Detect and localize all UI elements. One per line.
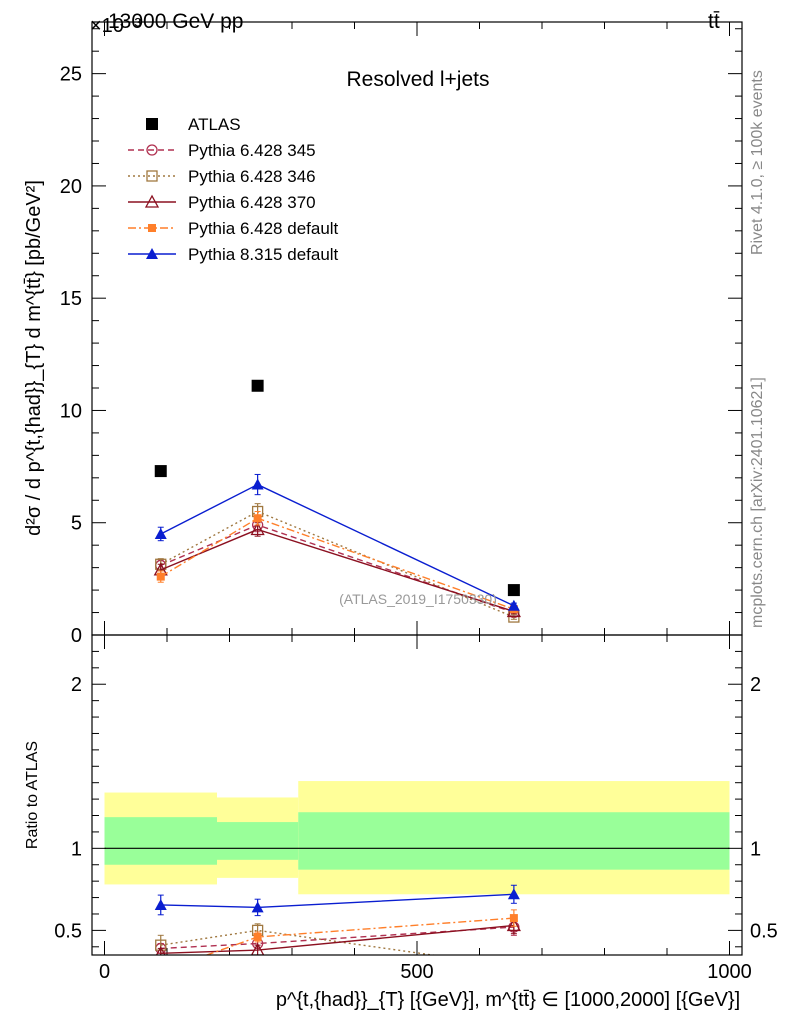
ratio-data-point (506, 918, 521, 932)
main-data-point (156, 572, 165, 581)
main-y-tick-label: 10 (60, 400, 82, 422)
legend-marker-2 (146, 170, 158, 182)
ratio-band-inner-1 (217, 822, 299, 860)
ratio-y-tick-label: 0.5 (54, 920, 82, 942)
main-data-point (154, 465, 167, 478)
ratio-series-line (160, 893, 514, 909)
main-y-axis-label: d²σ / d p^{t,{had}}_{T} d m^{tt̄} [pb/Ge… (23, 180, 45, 536)
main-data-point (154, 527, 167, 539)
ratio-data-point (154, 898, 167, 910)
main-y-tick-label: 25 (60, 64, 82, 86)
ratio-data-point (157, 967, 165, 975)
ratio-series-4 (154, 884, 520, 917)
ratio-data-point (507, 888, 520, 900)
legend-entry-2: Pythia 6.428 346 (188, 167, 316, 186)
ratio-y-tick-label-right: 0.5 (750, 920, 778, 942)
legend-marker-0 (146, 118, 158, 130)
ratio-series-group (154, 884, 521, 975)
ratio-uncertainty-bands (104, 781, 730, 895)
ratio-y-tick-label-right: 2 (750, 674, 761, 696)
ratio-data-point (509, 914, 518, 923)
ratio-series-line (204, 917, 514, 955)
legend-entry-4: Pythia 6.428 default (188, 219, 339, 238)
analysis-watermark: (ATLAS_2019_I1750330) (339, 591, 497, 607)
chart-marks (153, 379, 521, 975)
legend-marker-1 (146, 144, 158, 156)
ratio-series-0 (155, 918, 520, 955)
x-tick-label: 1000 (707, 961, 752, 983)
ratio-y-axis-label: Ratio to ATLAS (24, 741, 41, 849)
legend-entry-1: Pythia 6.428 345 (188, 141, 316, 160)
main-panel-frame (91, 21, 743, 636)
main-data-point (250, 522, 265, 536)
ratio-y-tick-label: 2 (71, 674, 82, 696)
main-series-line (160, 483, 515, 607)
main-data-point (253, 514, 262, 523)
ratio-panel-frame (91, 634, 743, 956)
legend: ATLAS Pythia 6.428 345 Pythia 6.428 346 Pyt… (128, 115, 339, 264)
main-y-tick-label: 5 (71, 513, 82, 535)
ratio-data-point (253, 932, 262, 941)
ratio-series-line (160, 926, 514, 950)
ratio-data-point (250, 942, 265, 955)
legend-marker-5 (146, 248, 158, 259)
header-right-title: tt̄ (708, 10, 720, 33)
ratio-data-point (155, 946, 166, 955)
ratio-y-tick-label-right: 1 (750, 838, 761, 860)
y-axis-exponent: ×10⁻³ (90, 15, 141, 37)
x-tick-label: 500 (400, 961, 433, 983)
ratio-series-line (160, 929, 438, 955)
main-y-tick-label: 20 (60, 176, 82, 198)
x-axis-label: p^{t,{had}}_{T} [{GeV}], m^{tt̄} ∈ [1000… (276, 989, 740, 1011)
main-data-point (507, 599, 520, 611)
main-y-tick-label: 0 (71, 625, 82, 647)
main-series-5 (154, 473, 520, 611)
ratio-band-inner-2 (298, 812, 730, 870)
main-series-group (153, 379, 521, 623)
main-data-point (507, 584, 520, 597)
legend-marker-4 (148, 224, 156, 232)
ratio-series-3 (157, 909, 518, 975)
ratio-data-point (509, 961, 519, 971)
main-y-tick-label: 15 (60, 288, 82, 310)
x-tick-label: 0 (99, 961, 110, 983)
ratio-series-line (160, 924, 514, 955)
main-data-point (251, 379, 264, 392)
ratio-band-inner-0 (104, 817, 217, 865)
ratio-series-2 (155, 916, 521, 955)
mcplots-label: mcplots.cern.ch [arXiv:2401.10621] (749, 377, 766, 628)
legend-entry-3: Pythia 6.428 370 (188, 193, 316, 212)
legend-entry-0: ATLAS (188, 115, 241, 134)
main-data-point (251, 478, 264, 490)
ratio-data-point (251, 901, 264, 913)
main-plot-title: Resolved l+jets (347, 68, 490, 91)
rivet-version-label: Rivet 4.1.0, ≥ 100k events (749, 70, 766, 255)
legend-marker-3 (144, 194, 160, 208)
header-left-title: 13000 GeV pp (108, 10, 243, 33)
legend-entry-5: Pythia 8.315 default (188, 245, 339, 264)
main-series-0 (154, 379, 520, 597)
panel-frames (91, 21, 743, 956)
ratio-y-tick-label: 1 (71, 838, 82, 860)
